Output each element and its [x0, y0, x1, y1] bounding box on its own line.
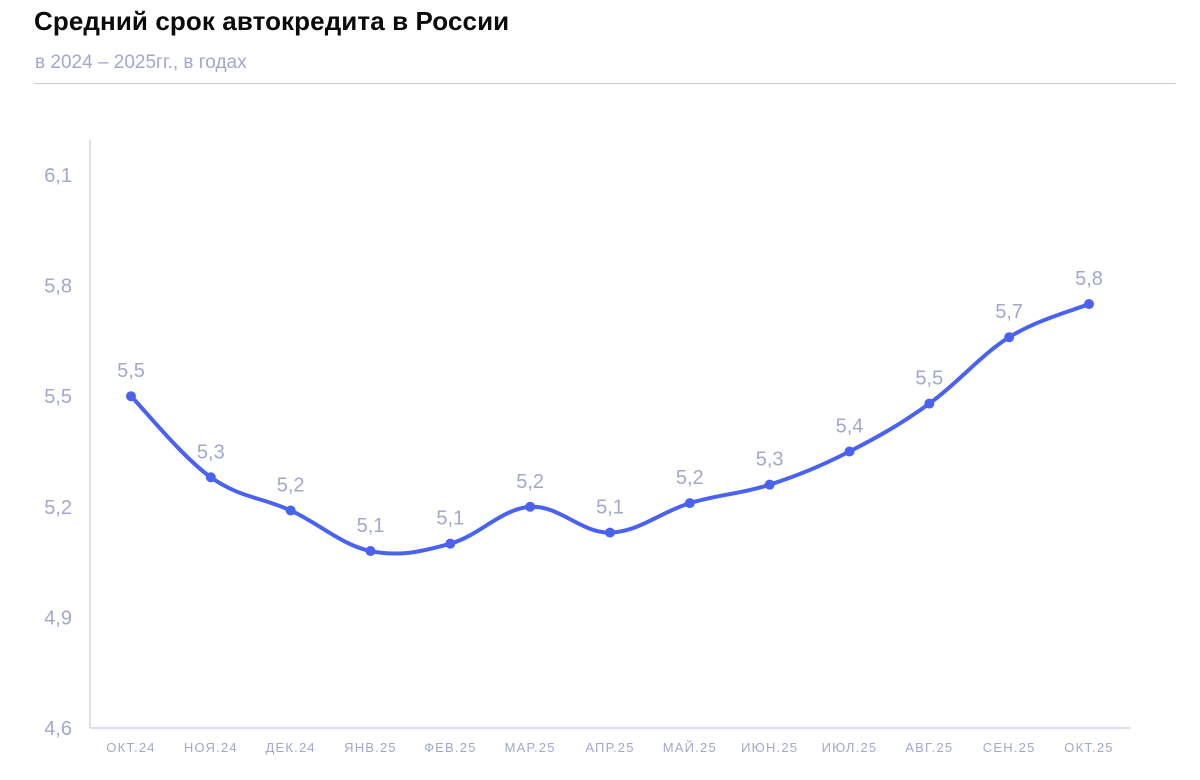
data-label: 5,1 [436, 508, 464, 530]
data-point [126, 391, 136, 402]
x-axis-ticks: ОКТ.24 НОЯ.24 ДЕК.24 ЯНВ.25 ФЕВ.25 МАР.25 АПР.… [106, 740, 1113, 755]
data-point [525, 501, 536, 512]
x-tick-label: ФЕВ.25 [424, 740, 477, 755]
y-tick-label: 5,8 [44, 276, 72, 298]
data-label: 5,2 [277, 474, 305, 496]
y-tick-label: 5,5 [44, 386, 72, 408]
data-point [1004, 332, 1015, 343]
data-points [126, 299, 1094, 557]
data-label: 5,7 [995, 301, 1023, 323]
x-tick-label: МАЙ.25 [663, 740, 717, 755]
header-divider [34, 83, 1176, 84]
y-tick-label: 4,9 [44, 607, 72, 629]
data-point [445, 538, 456, 549]
x-tick-label: НОЯ.24 [184, 740, 238, 755]
chart-axes [89, 140, 1130, 729]
x-tick-label: ОКТ.24 [106, 740, 155, 755]
data-label: 5,5 [915, 368, 943, 390]
data-label: 5,3 [197, 441, 225, 463]
data-labels: 5,5 5,3 5,2 5,1 5,1 5,2 5,1 5,2 5,3 5,4 5,5 5,7 5,8 [117, 268, 1103, 537]
y-tick-label: 5,2 [44, 497, 72, 519]
data-label: 5,8 [1075, 268, 1103, 290]
data-point [924, 398, 935, 409]
data-label: 5,1 [596, 497, 624, 519]
x-tick-label: ИЮН.25 [741, 740, 798, 755]
data-label: 5,4 [836, 416, 864, 438]
data-point [1084, 299, 1094, 310]
data-point [684, 498, 695, 509]
data-label: 5,5 [117, 360, 145, 382]
y-tick-label: 6,1 [44, 165, 72, 187]
chart-subtitle: в 2024 – 2025гг., в годах [35, 52, 247, 73]
data-point [844, 446, 855, 457]
data-label: 5,1 [357, 515, 385, 537]
data-point [365, 546, 376, 557]
y-axis-ticks: 4,6 4,9 5,2 5,5 5,8 6,1 [44, 165, 72, 740]
data-label: 5,2 [516, 471, 544, 493]
data-point [205, 472, 216, 483]
x-tick-label: ЯНВ.25 [344, 740, 397, 755]
y-tick-label: 4,6 [44, 718, 72, 740]
x-tick-label: АВГ.25 [905, 740, 953, 755]
x-tick-label: СЕН.25 [983, 740, 1036, 755]
data-label: 5,2 [676, 467, 704, 489]
x-tick-label: ОКТ.25 [1064, 740, 1113, 755]
data-point [285, 505, 296, 516]
data-point [605, 527, 615, 538]
data-label: 5,3 [756, 449, 784, 471]
data-point [764, 479, 775, 490]
x-tick-label: АПР.25 [585, 740, 634, 755]
chart-title: Средний срок автокредита в России [34, 6, 510, 36]
x-tick-label: ИЮЛ.25 [822, 740, 878, 755]
x-tick-label: ДЕК.24 [266, 740, 316, 755]
x-tick-label: МАР.25 [505, 740, 556, 755]
